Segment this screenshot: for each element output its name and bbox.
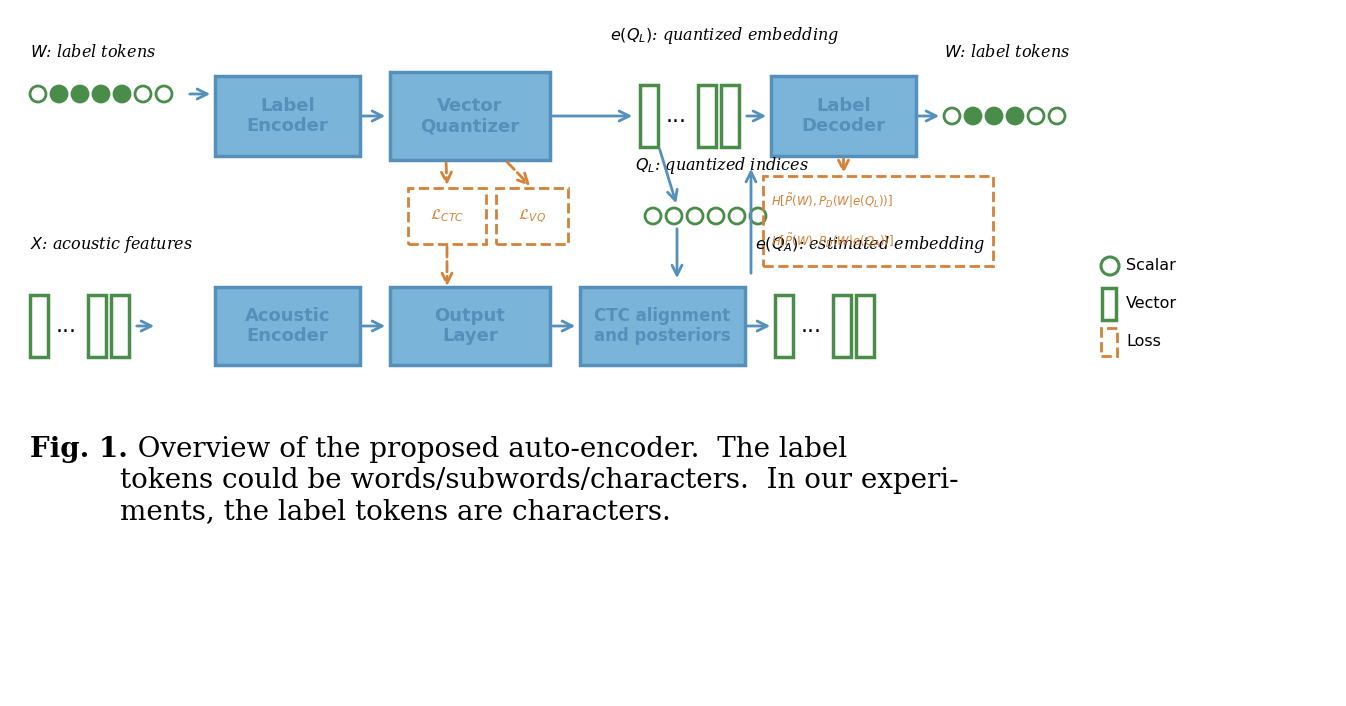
FancyBboxPatch shape [110,295,129,357]
FancyBboxPatch shape [721,85,739,147]
Text: CTC alignment
and posteriors: CTC alignment and posteriors [594,306,731,345]
FancyBboxPatch shape [771,76,917,156]
Text: Scalar: Scalar [1127,258,1176,273]
Text: ...: ... [665,106,686,126]
FancyBboxPatch shape [580,287,744,365]
Text: ...: ... [55,316,77,336]
FancyBboxPatch shape [215,287,359,365]
Circle shape [987,108,1001,124]
Text: $W$: label tokens: $W$: label tokens [30,44,156,61]
Circle shape [93,86,109,102]
FancyBboxPatch shape [215,76,359,156]
FancyBboxPatch shape [1102,288,1116,320]
Text: $\mathcal{L}_{VQ}$: $\mathcal{L}_{VQ}$ [518,208,546,225]
FancyBboxPatch shape [856,295,874,357]
Text: Vector: Vector [1127,297,1178,311]
Circle shape [51,86,67,102]
Circle shape [965,108,981,124]
Text: $\mathcal{L}_{CTC}$: $\mathcal{L}_{CTC}$ [429,208,464,225]
Text: Label
Decoder: Label Decoder [801,97,886,136]
FancyBboxPatch shape [639,85,658,147]
Text: $H[\tilde{P}(W),P_D(W|e(Q_A))]$: $H[\tilde{P}(W),P_D(W|e(Q_A))]$ [771,232,894,250]
Text: Label
Encoder: Label Encoder [246,97,328,136]
Text: Fig. 1.: Fig. 1. [30,436,128,463]
Circle shape [114,86,131,102]
Text: $e(Q_A)$: estimated embedding: $e(Q_A)$: estimated embedding [755,234,985,255]
Circle shape [71,86,87,102]
FancyBboxPatch shape [775,295,793,357]
Circle shape [1007,108,1023,124]
Text: $Q_L$: quantized indices: $Q_L$: quantized indices [635,155,809,176]
FancyBboxPatch shape [390,287,551,365]
FancyBboxPatch shape [390,72,551,160]
Text: ...: ... [801,316,821,336]
FancyBboxPatch shape [699,85,716,147]
Text: $X$: acoustic features: $X$: acoustic features [30,234,192,255]
FancyBboxPatch shape [30,295,48,357]
Text: $W$: label tokens: $W$: label tokens [944,44,1070,61]
Text: $e(Q_L)$: quantized embedding: $e(Q_L)$: quantized embedding [610,25,839,46]
FancyBboxPatch shape [87,295,106,357]
Text: $H[\tilde{P}(W),P_D(W|e(Q_L))]$: $H[\tilde{P}(W),P_D(W|e(Q_L))]$ [771,192,892,210]
Text: Loss: Loss [1127,335,1160,349]
Text: Output
Layer: Output Layer [435,306,506,345]
Text: Acoustic
Encoder: Acoustic Encoder [245,306,330,345]
FancyBboxPatch shape [833,295,851,357]
Text: Overview of the proposed auto-encoder.  The label
tokens could be words/subwords: Overview of the proposed auto-encoder. T… [120,436,958,525]
Text: Vector
Quantizer: Vector Quantizer [420,97,520,136]
